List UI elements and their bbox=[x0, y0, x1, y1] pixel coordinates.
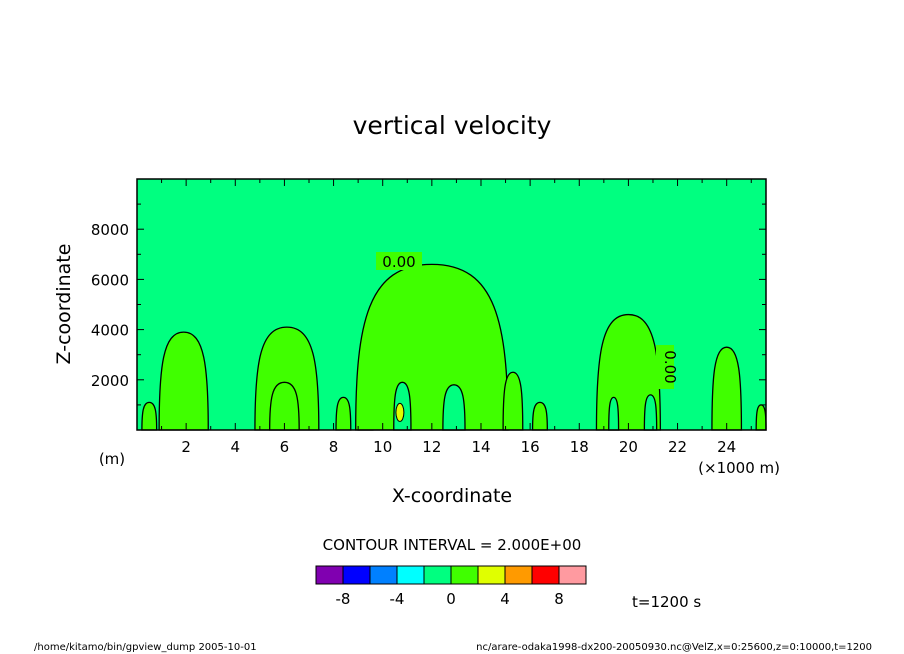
maximum-cells bbox=[395, 402, 405, 422]
contour-labels: 0.00 0.00 bbox=[376, 252, 679, 389]
x-tick-label: 16 bbox=[521, 438, 540, 456]
downdraft-gaps bbox=[393, 381, 658, 431]
colorbar-tick-label: 0 bbox=[446, 590, 456, 608]
x-unit-label: (×1000 m) bbox=[698, 459, 780, 477]
updraft-region-9 bbox=[531, 401, 548, 431]
colorbar-swatch bbox=[450, 565, 479, 585]
y-unit-label: (m) bbox=[99, 450, 125, 468]
colorbar-swatch bbox=[531, 565, 560, 585]
contour-label-1: 0.00 bbox=[382, 253, 415, 271]
updraft-region-1 bbox=[141, 401, 158, 431]
colorbar-swatch bbox=[315, 565, 344, 585]
x-tick-label: 4 bbox=[231, 438, 241, 456]
colorbar-swatch bbox=[504, 565, 533, 585]
x-tick-label: 12 bbox=[422, 438, 441, 456]
footer-right: nc/arare-odaka1998-dx200-20050930.nc@Vel… bbox=[476, 642, 872, 653]
updraft-region-8 bbox=[502, 371, 524, 431]
updraft-regions bbox=[141, 263, 767, 431]
x-tick-label: 18 bbox=[570, 438, 589, 456]
x-tick-label: 8 bbox=[329, 438, 339, 456]
x-tick-label: 2 bbox=[181, 438, 191, 456]
y-axis-label: Z-coordinate bbox=[53, 244, 75, 365]
downdraft-gap-2 bbox=[442, 384, 466, 431]
y-tick-label: 2000 bbox=[91, 372, 129, 390]
chart-title: vertical velocity bbox=[353, 111, 552, 140]
x-axis: 2 4 6 8 10 12 14 16 18 20 22 24 bbox=[136, 179, 752, 456]
colorbar-swatch bbox=[423, 565, 452, 585]
updraft-region-7 bbox=[355, 263, 509, 431]
colorbar-swatch bbox=[477, 565, 506, 585]
updraft-region-2 bbox=[158, 331, 209, 431]
time-label: t=1200 s bbox=[632, 593, 701, 611]
x-tick-label: 14 bbox=[471, 438, 490, 456]
contour-interval: CONTOUR INTERVAL = 2.000E+00 bbox=[323, 536, 582, 554]
x-tick-label: 20 bbox=[619, 438, 638, 456]
colorbar-swatch bbox=[558, 565, 587, 585]
x-axis-label: X-coordinate bbox=[392, 485, 512, 507]
updraft-region-5 bbox=[335, 396, 352, 431]
contour-label-bg-2 bbox=[656, 345, 674, 389]
y-tick-label: 4000 bbox=[91, 322, 129, 340]
x-tick-label: 22 bbox=[668, 438, 687, 456]
y-tick-label: 8000 bbox=[91, 221, 129, 239]
x-tick-label: 6 bbox=[280, 438, 290, 456]
x-tick-label: 24 bbox=[717, 438, 736, 456]
plot-area: 0.00 0.00 bbox=[136, 178, 767, 431]
y-axis: 2000 4000 6000 8000 bbox=[91, 178, 766, 431]
updraft-region-4 bbox=[269, 381, 300, 431]
contour-label-bg-1 bbox=[376, 252, 422, 270]
colorbar: -8 -4 0 4 8 bbox=[315, 565, 587, 608]
downdraft-gap-3 bbox=[608, 396, 620, 431]
maximum-cell-1 bbox=[395, 402, 405, 422]
updraft-region-11 bbox=[711, 346, 743, 431]
contour-label-2: 0.00 bbox=[661, 350, 679, 383]
colorbar-tick-label: 8 bbox=[554, 590, 564, 608]
colorbar-swatch bbox=[342, 565, 371, 585]
updraft-region-12 bbox=[755, 404, 767, 431]
x-tick-label: 10 bbox=[373, 438, 392, 456]
colorbar-swatch bbox=[369, 565, 398, 585]
colorbar-swatch bbox=[396, 565, 425, 585]
downdraft-gap-4 bbox=[643, 394, 658, 431]
y-tick-label: 6000 bbox=[91, 271, 129, 289]
colorbar-tick-label: -4 bbox=[390, 590, 405, 608]
colorbar-tick-label: 4 bbox=[500, 590, 510, 608]
colorbar-tick-label: -8 bbox=[336, 590, 351, 608]
footer-left: /home/kitamo/bin/gpview_dump 2005-10-01 bbox=[34, 642, 257, 653]
